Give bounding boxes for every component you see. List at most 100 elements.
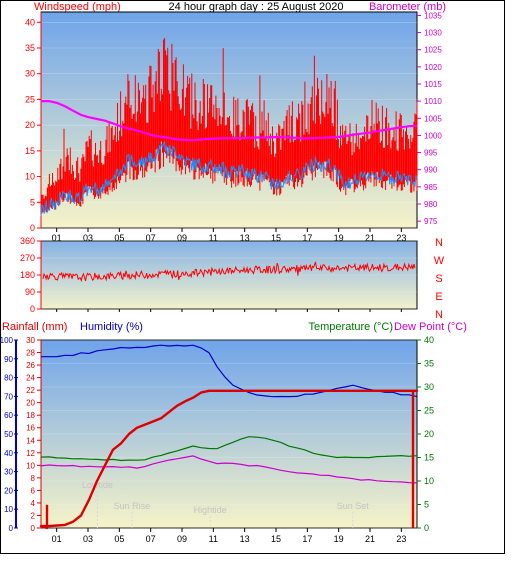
temperature-y-tick-label: 20 — [424, 429, 434, 439]
tide-sun-annotations: Lowtide Sun Rise Hightide Sun Set — [82, 480, 369, 528]
wind-y-tick-label: 20 — [25, 120, 35, 130]
rain-x-tick-label: 11 — [209, 534, 218, 544]
rainfall-y-tick-label: 4 — [31, 499, 36, 508]
rainfall-y-tick-label: 24 — [26, 374, 35, 383]
rain-series — [39, 344, 419, 530]
wind-y-tick-label: 35 — [25, 43, 35, 53]
wind-y-tick-label: 40 — [25, 17, 35, 27]
rain-x-tick-label: 21 — [365, 534, 375, 544]
barometer-y-tick-label: 1010 — [424, 97, 442, 106]
rainfall-y-tick-label: 20 — [26, 399, 35, 408]
temperature-y-tick-label: 10 — [424, 476, 434, 486]
barometer-y-tick-label: 980 — [424, 200, 438, 209]
wind-axis-title: Windspeed (mph) — [34, 1, 121, 13]
barometer-axis-title: Barometer (mb) — [369, 1, 446, 13]
humidity-y-tick-label: 50 — [4, 430, 13, 439]
rain-x-tick-label: 19 — [334, 534, 344, 544]
temperature-y-tick-label: 35 — [424, 359, 434, 369]
humidity-y-tick-label: 60 — [4, 411, 13, 420]
wind-x-tick-label: 09 — [177, 233, 187, 243]
rain-x-tick-label: 15 — [271, 534, 281, 544]
temperature-y-tick-label: 0 — [424, 523, 429, 533]
humidity-y-tick-label: 0 — [9, 524, 14, 533]
temperature-y-axis: 0 5 10 15 20 25 30 35 40 — [417, 335, 434, 533]
wind-x-tick-label: 13 — [240, 233, 250, 243]
temperature-y-tick-label: 15 — [424, 453, 434, 463]
wind-x-tick-label: 01 — [52, 233, 62, 243]
humidity-line — [41, 344, 418, 398]
annotation-label-lowtide: Lowtide — [82, 480, 113, 490]
wind-y-tick-label: 15 — [25, 146, 35, 156]
wind-y-tick-label: 5 — [30, 197, 35, 207]
direction-y-tick-label: 360 — [20, 236, 35, 246]
barometer-y-tick-label: 1000 — [424, 131, 442, 140]
wind-x-tick-label: 05 — [114, 233, 124, 243]
rainfall-y-tick-label: 10 — [26, 461, 35, 470]
wind-y-axis: 0 5 10 15 20 25 30 35 40 — [25, 12, 42, 233]
wind-direction-line — [42, 261, 416, 283]
rain-x-tick-label: 17 — [302, 534, 312, 544]
temperature-y-tick-label: 30 — [424, 382, 434, 392]
humidity-y-tick-label: 20 — [4, 486, 13, 495]
wind-y-tick-label: 30 — [25, 69, 35, 79]
direction-x-axis — [56, 309, 402, 312]
humidity-y-tick-label: 30 — [4, 468, 13, 477]
compass-label-n: N — [435, 309, 443, 321]
barometer-y-tick-label: 985 — [424, 183, 438, 192]
rainfall-y-tick-label: 30 — [26, 336, 35, 345]
compass-label-w: W — [434, 255, 445, 267]
direction-series — [42, 261, 416, 283]
rain-x-tick-label: 03 — [83, 534, 93, 544]
rainfall-y-tick-label: 6 — [31, 486, 36, 495]
rain-x-tick-label: 01 — [52, 534, 62, 544]
wind-x-tick-label: 21 — [365, 233, 375, 243]
rainfall-y-tick-label: 28 — [26, 349, 35, 358]
rain-x-tick-label: 05 — [114, 534, 124, 544]
compass-label-s: S — [435, 273, 442, 285]
rainfall-y-tick-label: 12 — [26, 449, 35, 458]
rainfall-y-tick-label: 8 — [31, 474, 36, 483]
humidity-y-tick-label: 100 — [0, 336, 14, 345]
temperature-y-tick-label: 40 — [424, 335, 434, 345]
barometer-y-tick-label: 1005 — [424, 114, 442, 123]
wind-x-tick-label: 07 — [146, 233, 156, 243]
annotation-label-sun-rise: Sun Rise — [114, 501, 151, 511]
rain-x-tick-label: 09 — [177, 534, 187, 544]
direction-y-tick-label: 180 — [20, 270, 35, 280]
wind-y-tick-label: 25 — [25, 94, 35, 104]
wind-x-tick-label: 17 — [302, 233, 312, 243]
windspeed-average-line — [40, 140, 418, 217]
direction-y-tick-label: 0 — [30, 304, 35, 314]
wind-x-axis: 01 03 05 07 09 11 13 15 17 19 21 23 — [52, 228, 406, 243]
barometer-y-tick-label: 995 — [424, 149, 438, 158]
barometer-y-tick-label: 1025 — [424, 46, 442, 55]
wind-x-tick-label: 23 — [396, 233, 406, 243]
direction-y-axis: 0 90 180 270 360 — [20, 236, 42, 314]
direction-y-tick-label: 90 — [25, 287, 35, 297]
barometer-y-tick-label: 1030 — [424, 29, 442, 38]
barometer-y-tick-label: 1020 — [424, 63, 442, 72]
rainfall-y-tick-label: 22 — [26, 386, 35, 395]
windspeed-gust-line — [40, 38, 418, 214]
humidity-y-axis: 0 10 20 30 40 50 60 70 80 90 100 — [0, 336, 18, 533]
humidity-y-tick-label: 80 — [4, 374, 13, 383]
rainfall-y-tick-label: 2 — [31, 511, 36, 520]
barometer-line — [41, 100, 418, 142]
rainfall-y-tick-label: 0 — [31, 524, 36, 533]
wind-y-tick-label: 10 — [25, 172, 35, 182]
wind-x-tick-label: 03 — [83, 233, 93, 243]
chart-title: 24 hour graph day : 25 August 2020 — [169, 1, 344, 13]
rainfall-y-tick-label: 18 — [26, 411, 35, 420]
humidity-y-tick-label: 40 — [4, 449, 13, 458]
direction-grid — [41, 240, 417, 310]
rain-x-tick-label: 23 — [396, 534, 406, 544]
humidity-y-tick-label: 90 — [4, 355, 13, 364]
barometer-y-tick-label: 1035 — [424, 11, 442, 20]
annotation-label-hightide: Hightide — [194, 505, 227, 515]
annotation-label-sun-set: Sun Set — [337, 501, 370, 511]
wind-x-tick-label: 19 — [334, 233, 344, 243]
